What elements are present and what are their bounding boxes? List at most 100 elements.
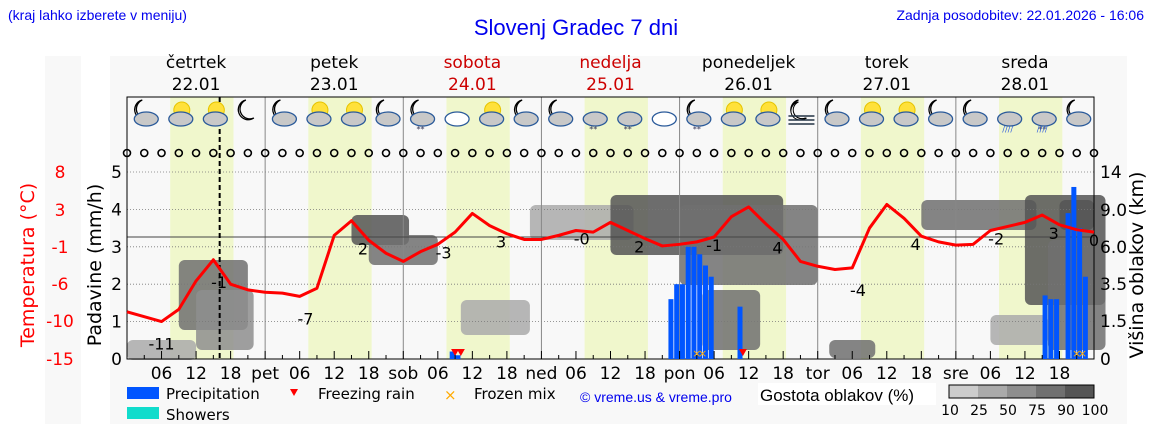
hour-tick: 12 <box>600 364 622 384</box>
precipitation-bar <box>1042 295 1048 359</box>
day-partly-cloudy-icon <box>893 101 919 127</box>
wind-calm-icon <box>675 148 684 158</box>
day-partly-cloudy-icon <box>202 101 228 127</box>
night-clear-icon <box>237 99 255 121</box>
wind-calm-icon <box>951 148 961 158</box>
temperature-label: -0 <box>574 229 590 248</box>
precipitation-bar <box>668 299 674 359</box>
night-partly-cloudy-icon <box>962 99 988 127</box>
night-partly-cloudy-icon <box>375 99 401 127</box>
temp-tick: -1 <box>52 238 69 258</box>
location-hint[interactable]: (kraj lahko izberete v meniju) <box>8 7 187 23</box>
cloud-density-scale-label: 100 <box>1082 403 1109 419</box>
temperature-label: 4 <box>910 235 920 254</box>
wind-calm-icon <box>968 148 978 158</box>
hour-tick: 06 <box>289 364 311 384</box>
wind-calm-icon <box>295 148 304 158</box>
svg-text:**: ** <box>417 125 425 134</box>
day-name-23.01: petek <box>310 53 358 73</box>
day-date-28.01: 28.01 <box>1001 75 1050 95</box>
night-partly-cloudy-icon <box>548 99 574 127</box>
legend-precipitation: Precipitation <box>166 385 260 403</box>
cloud-height-tick: 3.5 <box>1100 275 1127 295</box>
temp-tick: 3 <box>55 201 66 221</box>
wind-calm-icon <box>450 148 460 158</box>
temperature-label: 0 <box>1089 231 1099 250</box>
wind-calm-icon <box>191 148 201 158</box>
day-partly-cloudy-icon <box>478 101 505 127</box>
day-rain-icon: //// <box>997 111 1023 134</box>
wind-calm-icon <box>139 148 149 158</box>
legend-freezing-rain: Freezing rain <box>318 385 415 403</box>
cloud-density-area <box>460 300 530 335</box>
precipitation-bar <box>708 276 714 359</box>
freezing-rain-marker <box>456 349 465 356</box>
cloud-density-area <box>990 315 1048 345</box>
cloud-density-scale-label: 10 <box>941 403 959 419</box>
precipitation-bar <box>702 265 708 359</box>
day-partly-cloudy-icon <box>858 101 885 127</box>
cloud-height-tick: 1.5 <box>1100 312 1127 332</box>
night-partly-cloudy-icon <box>513 99 539 127</box>
day-tick: tor <box>806 364 830 384</box>
wind-calm-icon <box>347 148 356 158</box>
cloud-density-scale-label: 50 <box>999 403 1017 419</box>
wind-calm-icon <box>381 148 391 158</box>
wind-calm-icon <box>329 148 339 158</box>
wind-calm-icon <box>588 148 598 158</box>
wind-calm-icon <box>744 148 753 158</box>
wind-calm-icon <box>398 148 408 158</box>
precipitation-bar <box>685 246 691 359</box>
night-fog-icon <box>788 99 815 125</box>
day-tick: ned <box>525 364 557 384</box>
temperature-label: 2 <box>358 239 368 258</box>
precipitation-bar <box>679 284 685 359</box>
cloud-density-area <box>921 200 1037 230</box>
freezing-rain-marker <box>451 349 460 356</box>
day-date-24.01: 24.01 <box>448 75 497 95</box>
wind-calm-icon <box>1020 148 1030 158</box>
wind-calm-icon <box>934 148 943 158</box>
day-tick: sre <box>943 364 969 384</box>
wind-calm-icon <box>157 148 166 158</box>
wind-calm-icon <box>986 148 995 158</box>
day-cloudy-icon <box>444 111 470 127</box>
temperature-label: -1 <box>211 273 227 292</box>
wind-calm-icon <box>847 148 857 158</box>
wind-calm-icon <box>502 148 512 158</box>
wind-calm-icon <box>1072 148 1082 158</box>
night-partly-cloudy-icon <box>927 99 954 127</box>
day-partly-cloudy-icon <box>306 101 332 127</box>
night-partly-cloudy-icon <box>824 99 850 127</box>
freezing-rain-swatch <box>290 389 298 396</box>
copyright-link[interactable]: © vreme.us & vreme.pro <box>580 389 732 405</box>
day-name-25.01: nedelja <box>579 53 641 73</box>
svg-text:////: //// <box>1037 125 1048 134</box>
cloud-density-swatch <box>1007 385 1036 398</box>
svg-text:**: ** <box>589 125 597 134</box>
night-partly-cloudy-icon <box>1066 99 1092 127</box>
hour-tick: 12 <box>1014 364 1036 384</box>
wind-calm-icon <box>122 148 132 158</box>
temperature-label: 4 <box>772 238 782 257</box>
cloud-density-swatch <box>1065 385 1094 398</box>
freezing-rain-marker <box>738 349 747 356</box>
svg-text:**: ** <box>1038 125 1046 134</box>
wind-calm-icon <box>778 148 788 158</box>
hour-tick: 12 <box>876 364 898 384</box>
hour-tick: 06 <box>427 364 449 384</box>
wind-calm-icon <box>260 148 270 158</box>
temperature-label: -3 <box>436 243 452 262</box>
page-title: Slovenj Gradec 7 dni <box>473 15 679 40</box>
temperature-label: -4 <box>850 281 866 300</box>
precipitation-bar <box>1065 213 1071 359</box>
cloud-density-frame <box>948 384 1095 399</box>
day-date-23.01: 23.01 <box>310 75 359 95</box>
wind-calm-icon <box>468 148 477 158</box>
hour-tick: 06 <box>151 364 173 384</box>
precipitation-bar <box>1071 186 1077 359</box>
wind-calm-icon <box>1037 148 1047 158</box>
cloud-height-tick: 9.0 <box>1100 201 1127 221</box>
wind-calm-icon <box>1003 148 1012 158</box>
day-partly-cloudy-icon <box>720 101 747 127</box>
